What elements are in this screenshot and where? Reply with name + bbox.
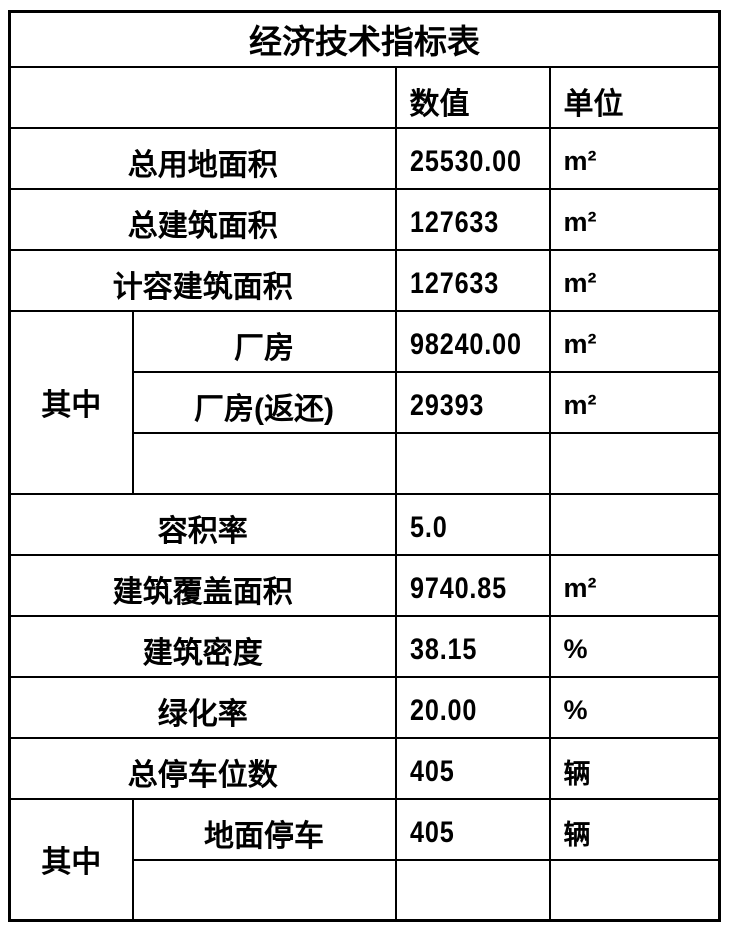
value-text: 98240.00 [409, 327, 522, 361]
table-row: 其中 厂房 98240.00 m² [8, 309, 721, 495]
table-row: 总建筑面积 127633 m² [8, 187, 721, 251]
indicator-value: 20.00 [394, 675, 551, 739]
indicator-sublabel: 地面停车 [131, 797, 397, 861]
indicator-unit: 辆 [548, 736, 721, 800]
indicator-unit: m² [548, 248, 721, 312]
table-row: 其中 地面停车 405 辆 [8, 797, 721, 922]
indicator-unit: m² [548, 553, 721, 617]
group-cell: 其中 [8, 309, 134, 495]
indicator-value: 127633 [394, 248, 551, 312]
indicator-label: 绿化率 [8, 675, 397, 739]
group-cell: 其中 [8, 797, 134, 922]
indicator-value: 98240.00 [394, 309, 551, 373]
indicator-unit: 辆 [548, 797, 721, 861]
indicator-value: 38.15 [394, 614, 551, 678]
indicator-label: 容积率 [8, 492, 397, 556]
value-text: 127633 [409, 205, 499, 239]
indicator-sublabel: 厂房(返还) [131, 370, 397, 434]
table-row [10, 431, 721, 495]
blank-cell [394, 858, 551, 922]
table-row: 计容建筑面积 127633 m² [8, 248, 721, 312]
indicator-label: 计容建筑面积 [8, 248, 397, 312]
table-row: 总停车位数 405 辆 [8, 736, 721, 800]
indicator-label: 建筑覆盖面积 [8, 553, 397, 617]
indicator-value: 9740.85 [394, 553, 551, 617]
indicator-unit: m² [548, 187, 721, 251]
table-row: 绿化率 20.00 % [8, 675, 721, 739]
blank-cell [394, 431, 551, 495]
indicator-sublabel: 厂房 [131, 309, 397, 373]
value-text: 405 [409, 815, 455, 849]
indicator-value: 29393 [394, 370, 551, 434]
table-row: 厂房(返还) 29393 m² [10, 370, 721, 434]
blank-cell [548, 858, 721, 922]
value-text: 29393 [409, 388, 484, 422]
blank-cell [131, 431, 397, 495]
indicator-unit: m² [548, 370, 721, 434]
table-row [10, 858, 721, 922]
indicator-unit: % [548, 614, 721, 678]
indicator-value: 25530.00 [394, 126, 551, 190]
value-text: 20.00 [409, 693, 477, 727]
header-blank-cell [8, 65, 397, 129]
unit-column-header: 单位 [548, 65, 721, 129]
indicator-value: 405 [394, 736, 551, 800]
value-text: 9740.85 [409, 571, 507, 605]
value-text: 127633 [409, 266, 499, 300]
indicator-value: 405 [394, 797, 551, 861]
indicator-unit: m² [548, 126, 721, 190]
value-text: 405 [409, 754, 455, 788]
indicator-label: 总建筑面积 [8, 187, 397, 251]
table-title: 经济技术指标表 [8, 10, 721, 68]
table-row: 总用地面积 25530.00 m² [8, 126, 721, 190]
indicator-unit: m² [548, 309, 721, 373]
value-text: 25530.00 [409, 144, 522, 178]
blank-cell [131, 858, 397, 922]
indicator-label: 总停车位数 [8, 736, 397, 800]
table-row: 建筑覆盖面积 9740.85 m² [8, 553, 721, 617]
indicator-unit [548, 492, 721, 556]
economic-indicators-table: 经济技术指标表 数值 单位 总用地面积 25530.00 m² 总建筑面积 12… [8, 10, 721, 922]
table-row: 容积率 5.0 [8, 492, 721, 556]
value-column-header: 数值 [394, 65, 551, 129]
indicator-value: 5.0 [394, 492, 551, 556]
value-text: 38.15 [409, 632, 477, 666]
blank-cell [548, 431, 721, 495]
indicator-label: 总用地面积 [8, 126, 397, 190]
indicator-value: 127633 [394, 187, 551, 251]
value-text: 5.0 [409, 510, 448, 544]
indicator-label: 建筑密度 [8, 614, 397, 678]
indicator-unit: % [548, 675, 721, 739]
table-row: 建筑密度 38.15 % [8, 614, 721, 678]
